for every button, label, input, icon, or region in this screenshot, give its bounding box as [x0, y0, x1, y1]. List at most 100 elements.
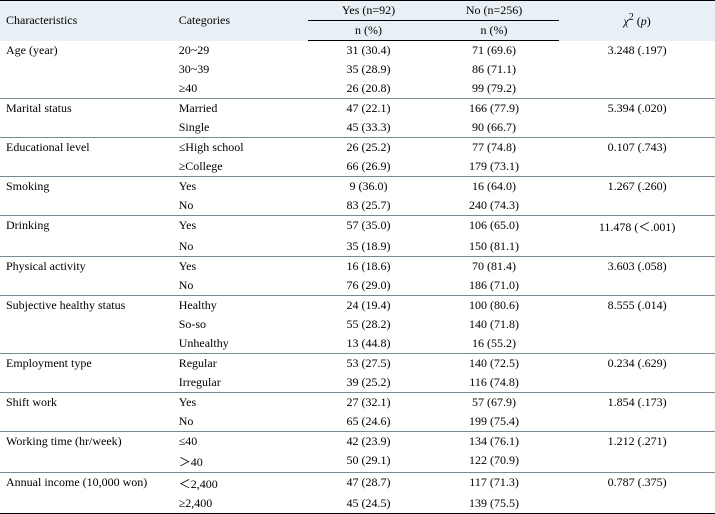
table-row: ＞4050 (29.1)122 (70.9): [0, 451, 715, 473]
table-row: Employment typeRegular53 (27.5)140 (72.5…: [0, 354, 715, 374]
cell-yes: 47 (28.7): [308, 473, 429, 495]
cell-characteristic: [0, 157, 173, 177]
cell-yes: 53 (27.5): [308, 354, 429, 374]
cell-characteristic: [0, 451, 173, 473]
cell-no: 179 (73.1): [429, 157, 560, 177]
cell-characteristic: [0, 412, 173, 432]
cell-yes: 39 (25.2): [308, 373, 429, 393]
cell-chi: 5.394 (.020): [559, 99, 715, 119]
cell-category: 30~39: [173, 60, 309, 79]
cell-chi: 3.248 (.197): [559, 41, 715, 61]
cell-category: Yes: [173, 216, 309, 238]
cell-no: 106 (65.0): [429, 216, 560, 238]
cell-yes: 66 (26.9): [308, 157, 429, 177]
cell-characteristic: Working time (hr/week): [0, 432, 173, 452]
cell-no: 199 (75.4): [429, 412, 560, 432]
cell-no: 150 (81.1): [429, 237, 560, 257]
cell-chi: 1.854 (.173): [559, 393, 715, 413]
cell-chi: [559, 494, 715, 514]
cell-yes: 9 (36.0): [308, 177, 429, 197]
cell-category: Yes: [173, 393, 309, 413]
cell-yes: 42 (23.9): [308, 432, 429, 452]
cell-chi: [559, 373, 715, 393]
chi-paren-close: ): [647, 14, 651, 28]
table-row: DrinkingYes57 (35.0)106 (65.0)11.478 (＜.…: [0, 216, 715, 238]
cell-yes: 65 (24.6): [308, 412, 429, 432]
table-row: SmokingYes9 (36.0)16 (64.0)1.267 (.260): [0, 177, 715, 197]
cell-yes: 16 (18.6): [308, 257, 429, 277]
cell-category: Single: [173, 118, 309, 138]
cell-no: 240 (74.3): [429, 196, 560, 216]
cell-yes: 83 (25.7): [308, 196, 429, 216]
cell-chi: [559, 60, 715, 79]
cell-category: No: [173, 412, 309, 432]
cell-yes: 55 (28.2): [308, 315, 429, 334]
cell-yes: 26 (25.2): [308, 138, 429, 158]
header-characteristics: Characteristics: [0, 1, 173, 41]
cell-yes: 45 (33.3): [308, 118, 429, 138]
cell-category: ＞40: [173, 451, 309, 473]
cell-chi: [559, 451, 715, 473]
cell-chi: [559, 79, 715, 99]
header-yes: Yes (n=92): [308, 1, 429, 21]
cell-no: 77 (74.8): [429, 138, 560, 158]
table-row: Annual income (10,000 won)＜2,40047 (28.7…: [0, 473, 715, 495]
table-row: So-so55 (28.2)140 (71.8): [0, 315, 715, 334]
cell-category: Yes: [173, 257, 309, 277]
table-row: Unhealthy13 (44.8)16 (55.2): [0, 334, 715, 354]
cell-characteristic: Physical activity: [0, 257, 173, 277]
table-header: Characteristics Categories Yes (n=92) No…: [0, 1, 715, 41]
cell-category: ≤High school: [173, 138, 309, 158]
cell-no: 86 (71.1): [429, 60, 560, 79]
cell-yes: 35 (28.9): [308, 60, 429, 79]
cell-characteristic: [0, 334, 173, 354]
table-body: Age (year)20~2931 (30.4)71 (69.6)3.248 (…: [0, 41, 715, 514]
cell-characteristic: Shift work: [0, 393, 173, 413]
cell-no: 90 (66.7): [429, 118, 560, 138]
cell-characteristic: [0, 373, 173, 393]
cell-chi: 0.234 (.629): [559, 354, 715, 374]
cell-no: 16 (64.0): [429, 177, 560, 197]
cell-category: No: [173, 196, 309, 216]
cell-no: 140 (71.8): [429, 315, 560, 334]
cell-category: Regular: [173, 354, 309, 374]
table-row: Educational level≤High school26 (25.2)77…: [0, 138, 715, 158]
cell-characteristic: Annual income (10,000 won): [0, 473, 173, 495]
cell-characteristic: Drinking: [0, 216, 173, 238]
cell-chi: [559, 237, 715, 257]
cell-yes: 13 (44.8): [308, 334, 429, 354]
cell-no: 71 (69.6): [429, 41, 560, 61]
chi-paren-open: (: [634, 14, 641, 28]
table-row: Subjective healthy statusHealthy24 (19.4…: [0, 296, 715, 316]
cell-characteristic: Subjective healthy status: [0, 296, 173, 316]
table-row: ≥4026 (20.8)99 (79.2): [0, 79, 715, 99]
cell-yes: 26 (20.8): [308, 79, 429, 99]
cell-no: 117 (71.3): [429, 473, 560, 495]
table-row: No65 (24.6)199 (75.4): [0, 412, 715, 432]
cell-characteristic: [0, 276, 173, 296]
cell-chi: [559, 412, 715, 432]
cell-yes: 45 (24.5): [308, 494, 429, 514]
cell-yes: 24 (19.4): [308, 296, 429, 316]
cell-category: Married: [173, 99, 309, 119]
cell-category: No: [173, 237, 309, 257]
cell-chi: 11.478 (＜.001): [559, 216, 715, 238]
table-row: Shift workYes27 (32.1)57 (67.9)1.854 (.1…: [0, 393, 715, 413]
cell-category: Unhealthy: [173, 334, 309, 354]
cell-characteristic: [0, 79, 173, 99]
cell-yes: 50 (29.1): [308, 451, 429, 473]
cell-characteristic: Age (year): [0, 41, 173, 61]
cell-chi: [559, 118, 715, 138]
cell-yes: 31 (30.4): [308, 41, 429, 61]
table-row: Irregular39 (25.2)116 (74.8): [0, 373, 715, 393]
cell-category: Yes: [173, 177, 309, 197]
cell-category: ≥40: [173, 79, 309, 99]
cell-chi: [559, 196, 715, 216]
cell-category: Healthy: [173, 296, 309, 316]
cell-characteristic: Employment type: [0, 354, 173, 374]
cell-chi: [559, 276, 715, 296]
header-chi: χ2 (p): [559, 1, 715, 41]
cell-chi: [559, 334, 715, 354]
cell-yes: 47 (22.1): [308, 99, 429, 119]
cell-no: 134 (76.1): [429, 432, 560, 452]
